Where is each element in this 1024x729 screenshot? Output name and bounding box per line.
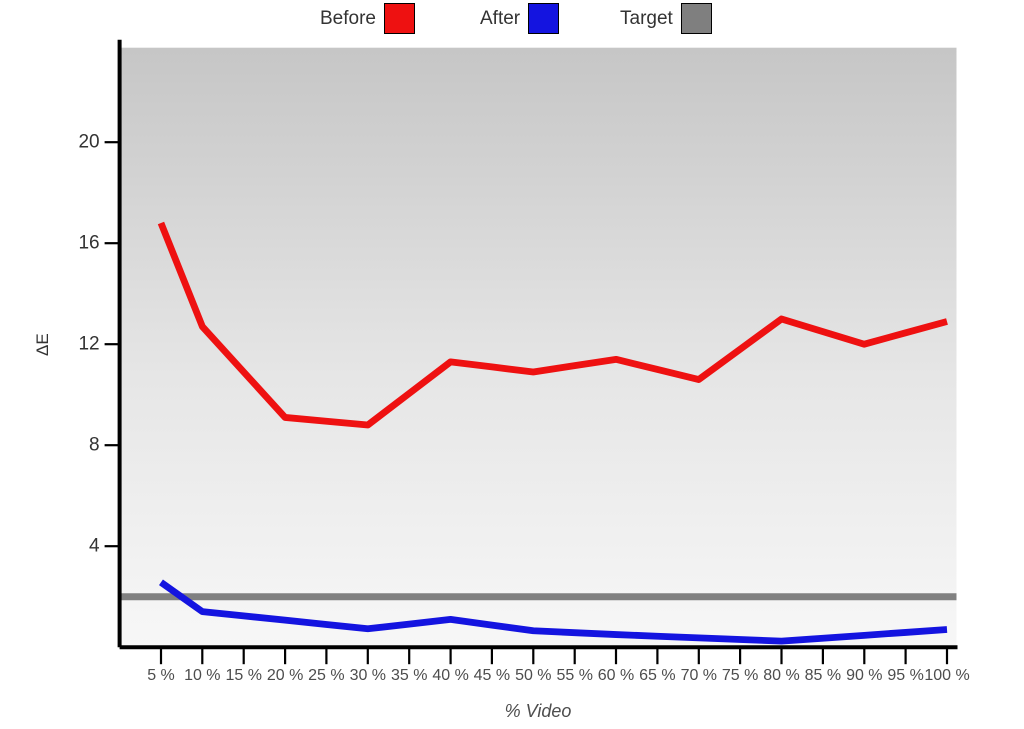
svg-text:40 %: 40 %: [432, 667, 468, 684]
svg-text:4: 4: [89, 536, 100, 557]
svg-text:35 %: 35 %: [391, 667, 427, 684]
svg-text:20 %: 20 %: [267, 667, 303, 684]
svg-text:100 %: 100 %: [924, 667, 969, 684]
svg-text:50 %: 50 %: [515, 667, 551, 684]
svg-text:5 %: 5 %: [147, 667, 175, 684]
svg-text:75 %: 75 %: [722, 667, 758, 684]
svg-text:25 %: 25 %: [308, 667, 344, 684]
svg-text:20: 20: [78, 132, 99, 153]
svg-text:12: 12: [78, 334, 99, 355]
svg-text:55 %: 55 %: [556, 667, 592, 684]
svg-text:65 %: 65 %: [639, 667, 675, 684]
svg-text:8: 8: [89, 435, 100, 456]
svg-text:15 %: 15 %: [225, 667, 261, 684]
svg-text:30 %: 30 %: [350, 667, 386, 684]
svg-text:95 %: 95 %: [887, 667, 923, 684]
svg-text:16: 16: [78, 233, 99, 254]
svg-text:90 %: 90 %: [846, 667, 882, 684]
svg-text:85 %: 85 %: [805, 667, 841, 684]
svg-text:70 %: 70 %: [681, 667, 717, 684]
svg-text:10 %: 10 %: [184, 667, 220, 684]
svg-text:60 %: 60 %: [598, 667, 634, 684]
svg-text:45 %: 45 %: [474, 667, 510, 684]
svg-text:80 %: 80 %: [763, 667, 799, 684]
